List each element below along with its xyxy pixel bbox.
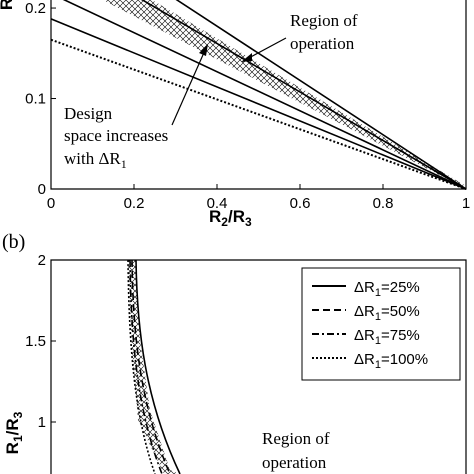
panel-a-design-label-2: space increases [64,126,168,145]
panel-b-label: (b) [2,231,25,253]
panel-a-design-label-3: with ΔR1 [64,149,127,171]
panel-b-axes-frame [50,259,467,474]
legend-label-1: ΔR1=25% [354,279,420,299]
panel-b-y-tick-label: 1.5 [25,333,46,350]
panel-b-ylabel: R1/R3 [3,411,25,454]
legend: ΔR1=25% ΔR1=50% ΔR1=75% ΔR1=100% [301,267,461,381]
panel-b-y-tick-label: 2 [38,252,46,269]
panel-a-series-line-2 [50,18,467,190]
panel-b-curve-100 [127,259,156,474]
panel-a-region-label-2: operation [290,34,355,53]
panel-a-series-line-3 [62,0,467,190]
panel-a-axes-frame [50,0,467,190]
panel-a-x-tick-label: 0 [47,195,55,212]
panel-a-y-tick-label: 0.2 [25,0,46,17]
legend-label-4: ΔR1=100% [354,351,428,371]
panel-b: (b) 11.52 R1/R3 ΔR1=25%ΔR1=50%ΔR1=75%ΔR1… [2,231,467,474]
panel-a-region-arrow [241,37,287,62]
panel-a-x-tick-label: 0.8 [373,195,394,212]
panel-a-design-arrow [171,44,208,126]
legend-label-2: ΔR1=50% [354,303,420,323]
panel-a-region-label-1: Region of [290,11,358,30]
panel-a-y-tick-label: 0.1 [25,91,46,108]
panel-a-x-tick-label: 0.2 [124,195,145,212]
panel-a-xlabel: R2/R3 [209,207,252,229]
panel-a-series-line-1 [50,38,467,190]
panel-b-region-label-2: operation [262,453,327,472]
panel-b-ticks: 11.52 [25,252,56,431]
panel-a-x-tick-label: 0.4 [207,195,228,212]
panel-b-curves [127,259,181,474]
panel-a-x-tick-label: 0.6 [290,195,311,212]
panel-a-ylabel: R [0,0,16,10]
legend-label-3: ΔR1=75% [354,327,420,347]
panel-b-region-label-1: Region of [262,429,330,448]
panel-a-y-tick-label: 0 [38,181,46,198]
panel-b-curve-50 [131,259,171,474]
panel-b-y-tick-label: 1 [38,414,46,431]
panel-a-series-line-4 [140,0,467,190]
panel-a-x-tick-label: 1 [462,195,470,212]
panel-a-design-label-1: Design [64,104,113,123]
panel-a-ticks: 0 0.2 0.4 0.6 0.8 1 0 0.1 0.2 [25,0,470,212]
panel-b-curve-25 [135,259,181,474]
panel-a-operation-region [102,0,466,189]
